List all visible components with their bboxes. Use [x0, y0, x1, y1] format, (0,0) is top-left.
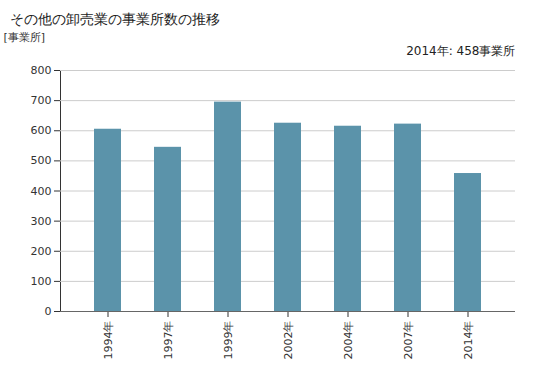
svg-text:2004年: 2004年: [342, 321, 355, 360]
svg-text:1999年: 1999年: [222, 321, 235, 360]
svg-text:400: 400: [31, 185, 52, 198]
svg-text:700: 700: [31, 94, 52, 107]
svg-text:600: 600: [31, 124, 52, 137]
html-text:その他の卸売業の事業所数の推移: その他の卸売業の事業所数の推移: [10, 11, 220, 27]
svg-text:800: 800: [31, 64, 52, 77]
svg-text:1997年: 1997年: [162, 321, 175, 360]
svg-text:100: 100: [31, 275, 52, 288]
svg-text:0: 0: [45, 305, 52, 318]
svg-text:[事業所]: [事業所]: [4, 31, 46, 44]
svg-text:300: 300: [31, 215, 52, 228]
svg-text:2007年: 2007年: [402, 321, 415, 360]
svg-text:200: 200: [31, 245, 52, 258]
svg-text:500: 500: [31, 154, 52, 167]
svg-text:2014年: 458事業所: 2014年: 458事業所: [406, 44, 515, 58]
svg-text:2014年: 2014年: [462, 321, 475, 360]
svg-text:1994年: 1994年: [102, 321, 115, 360]
svg-text:2002年: 2002年: [282, 321, 295, 360]
